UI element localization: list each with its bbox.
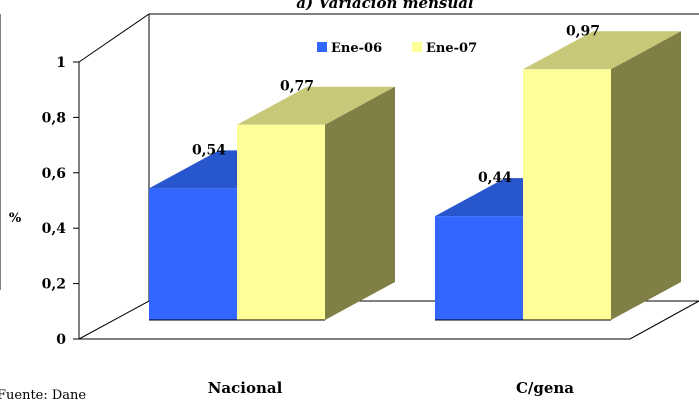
y-tick-label: 0,2 bbox=[42, 277, 66, 293]
legend-swatch bbox=[317, 42, 327, 52]
labels-layer: 0 0,2 0,4 0,6 0,8 1 Nacional C/gena 0,54 0,44 0,77… bbox=[42, 23, 600, 397]
bar-value-label: 0,77 bbox=[280, 79, 314, 95]
x-category-label: C/gena bbox=[516, 379, 574, 397]
floor-right-edge bbox=[629, 300, 699, 340]
x-category-label: Nacional bbox=[208, 379, 283, 397]
legend: Ene-06 Ene-07 bbox=[317, 41, 477, 56]
y-tick-label: 1 bbox=[56, 55, 66, 71]
bar-1-0 bbox=[237, 86, 395, 321]
chart-title: a) Variación mensual bbox=[296, 0, 474, 12]
bar-top bbox=[237, 86, 395, 125]
bar-side bbox=[325, 86, 395, 321]
y-tick-label: 0,4 bbox=[42, 221, 67, 237]
bar-front bbox=[523, 69, 611, 320]
bar-1-1 bbox=[523, 31, 681, 321]
bar-front bbox=[435, 216, 523, 320]
y-axis-label: % bbox=[9, 211, 22, 226]
bar-front bbox=[149, 188, 237, 320]
bar-side bbox=[611, 31, 681, 321]
bar-value-label: 0,44 bbox=[478, 170, 512, 186]
source-note: Fuente: Dane bbox=[0, 388, 86, 403]
y-tick-label: 0 bbox=[56, 332, 66, 348]
bar-front bbox=[237, 124, 325, 321]
legend-label: Ene-06 bbox=[331, 41, 382, 56]
bar-top bbox=[523, 31, 681, 70]
bar-value-label: 0,97 bbox=[566, 23, 600, 39]
legend-label: Ene-07 bbox=[426, 41, 477, 56]
y-tick-label: 0,8 bbox=[42, 110, 66, 126]
bars-layer bbox=[149, 31, 681, 321]
legend-swatch bbox=[412, 42, 422, 52]
bar-value-label: 0,54 bbox=[192, 142, 226, 158]
y-tick-label: 0,6 bbox=[42, 166, 66, 182]
